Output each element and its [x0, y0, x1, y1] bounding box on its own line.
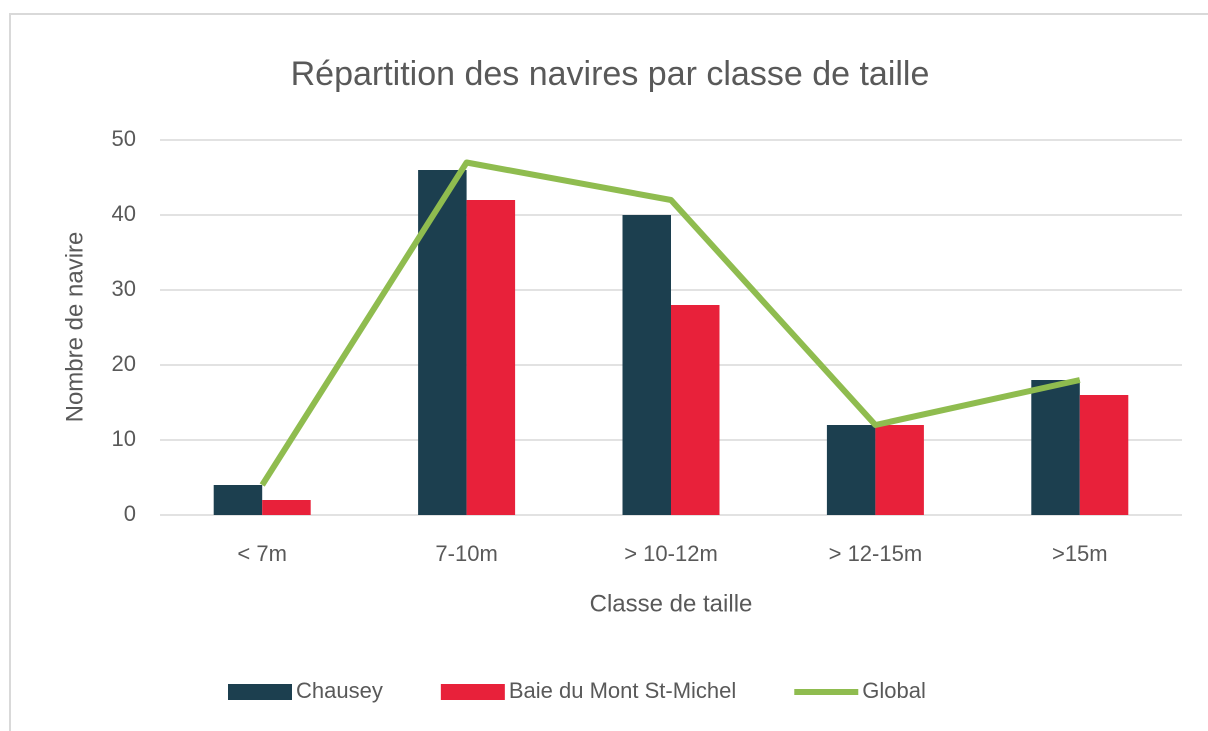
bar	[875, 425, 924, 515]
y-tick-label: 0	[124, 501, 136, 526]
y-tick-label: 40	[112, 201, 136, 226]
x-tick-label: > 12-15m	[829, 541, 923, 566]
bar	[671, 305, 720, 515]
legend-swatch	[228, 684, 292, 700]
bar	[418, 170, 467, 515]
bar	[466, 200, 516, 515]
x-tick-label: >15m	[1052, 541, 1108, 566]
bar	[622, 215, 671, 515]
y-tick-label: 10	[112, 426, 136, 451]
bar	[1079, 395, 1129, 515]
x-tick-label: > 10-12m	[624, 541, 718, 566]
legend-label: Chausey	[296, 678, 383, 703]
x-tick-label: < 7m	[237, 541, 287, 566]
x-axis-title: Classe de taille	[590, 590, 753, 617]
legend-swatch	[440, 684, 505, 700]
bar	[213, 485, 263, 515]
chart-border	[9, 13, 1208, 731]
chart-title: Répartition des navires par classe de ta…	[291, 55, 930, 93]
line	[259, 159, 1081, 487]
legend-label: Baie du Mont St-Michel	[509, 678, 736, 703]
y-tick-label: 20	[112, 351, 136, 376]
bar	[1031, 380, 1080, 515]
y-axis-title: Nombre de navire	[61, 232, 88, 423]
bar	[262, 500, 311, 515]
bar	[826, 425, 876, 515]
legend-label: Global	[862, 678, 926, 703]
y-tick-label: 30	[112, 276, 136, 301]
y-tick-label: 50	[112, 126, 136, 151]
x-tick-label: 7-10m	[435, 541, 497, 566]
